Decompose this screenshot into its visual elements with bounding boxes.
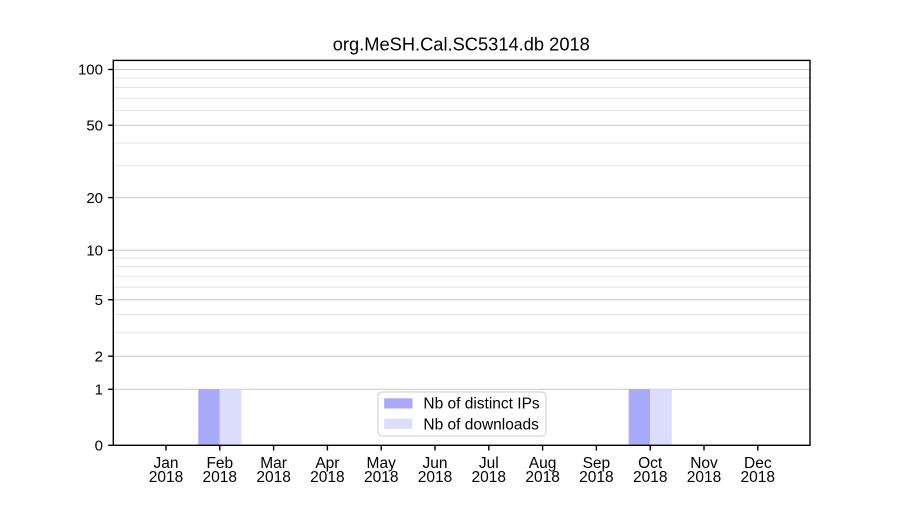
svg-text:Feb: Feb — [206, 455, 233, 472]
svg-text:20: 20 — [86, 190, 103, 207]
svg-text:Oct: Oct — [638, 455, 663, 472]
svg-text:2018: 2018 — [364, 469, 398, 486]
svg-text:2018: 2018 — [579, 469, 613, 486]
svg-text:Nov: Nov — [690, 455, 718, 472]
svg-text:100: 100 — [78, 62, 103, 79]
svg-text:2018: 2018 — [149, 469, 183, 486]
svg-text:2018: 2018 — [472, 469, 506, 486]
svg-text:org.MeSH.Cal.SC5314.db 2018: org.MeSH.Cal.SC5314.db 2018 — [333, 34, 590, 55]
svg-text:2018: 2018 — [310, 469, 344, 486]
svg-text:10: 10 — [86, 243, 103, 260]
svg-text:Jul: Jul — [479, 455, 499, 472]
svg-text:2018: 2018 — [418, 469, 452, 486]
svg-text:Aug: Aug — [529, 455, 557, 472]
svg-text:2018: 2018 — [633, 469, 667, 486]
svg-text:Dec: Dec — [744, 455, 772, 472]
svg-text:May: May — [367, 455, 397, 472]
svg-text:2: 2 — [95, 348, 103, 365]
svg-text:Jan: Jan — [154, 455, 179, 472]
svg-text:Nb of downloads: Nb of downloads — [423, 416, 539, 433]
svg-text:Jun: Jun — [423, 455, 448, 472]
svg-text:2018: 2018 — [256, 469, 290, 486]
svg-text:2018: 2018 — [687, 469, 721, 486]
svg-text:2018: 2018 — [525, 469, 559, 486]
svg-text:Sep: Sep — [583, 455, 611, 472]
svg-text:50: 50 — [86, 117, 103, 134]
svg-text:Apr: Apr — [315, 455, 339, 472]
svg-text:5: 5 — [95, 292, 103, 309]
svg-text:Nb of distinct IPs: Nb of distinct IPs — [423, 396, 540, 413]
svg-text:2018: 2018 — [203, 469, 237, 486]
svg-text:1: 1 — [95, 382, 103, 399]
svg-text:2018: 2018 — [741, 469, 775, 486]
svg-text:Mar: Mar — [260, 455, 287, 472]
svg-text:0: 0 — [95, 438, 103, 455]
